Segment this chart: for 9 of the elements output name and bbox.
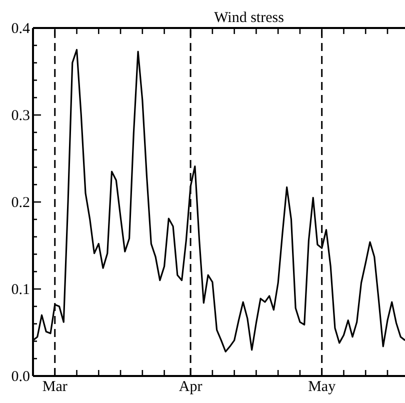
y-tick-label: 0.3: [11, 108, 30, 124]
chart-title: Wind stress: [214, 10, 284, 26]
x-tick-label: Apr: [178, 379, 202, 395]
y-tick-label: 0.4: [11, 21, 30, 37]
y-tick-label: 0.1: [11, 282, 30, 298]
x-tick-label: Mar: [42, 379, 68, 395]
y-tick-label: 0.0: [11, 369, 30, 385]
y-tick-label: 0.2: [11, 195, 30, 211]
x-tick-label: May: [308, 379, 336, 395]
